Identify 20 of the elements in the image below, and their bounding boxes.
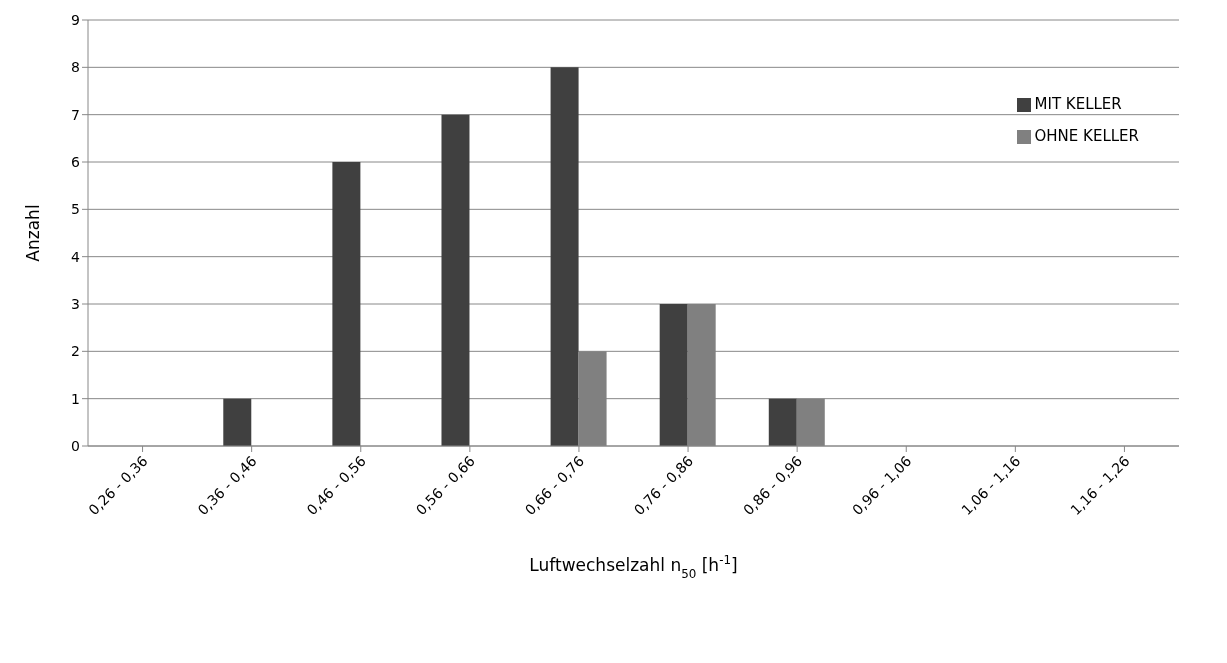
y-tick-label: 2	[71, 343, 80, 360]
bar	[659, 304, 688, 446]
y-tick-label: 5	[71, 201, 80, 218]
y-tick-label: 9	[71, 11, 80, 28]
y-tick-label: 0	[71, 437, 80, 454]
y-tick-label: 8	[71, 59, 80, 76]
y-tick-label: 6	[71, 153, 81, 170]
x-axis-title: Luftwechselzahl n$_{50}$ [h$^{-1}$]	[529, 553, 738, 581]
y-axis-title: Anzahl	[23, 204, 44, 262]
legend-label: OHNE KELLER	[1034, 127, 1139, 145]
bar	[441, 114, 470, 446]
bar	[223, 398, 252, 446]
bar	[550, 67, 579, 446]
bar	[768, 398, 797, 446]
y-tick-label: 3	[71, 295, 80, 312]
legend-label: MIT KELLER	[1034, 95, 1122, 113]
y-tick-label: 4	[71, 248, 81, 265]
y-tick-label: 7	[71, 106, 80, 123]
bar	[332, 162, 361, 446]
y-tick-label: 1	[71, 390, 80, 407]
